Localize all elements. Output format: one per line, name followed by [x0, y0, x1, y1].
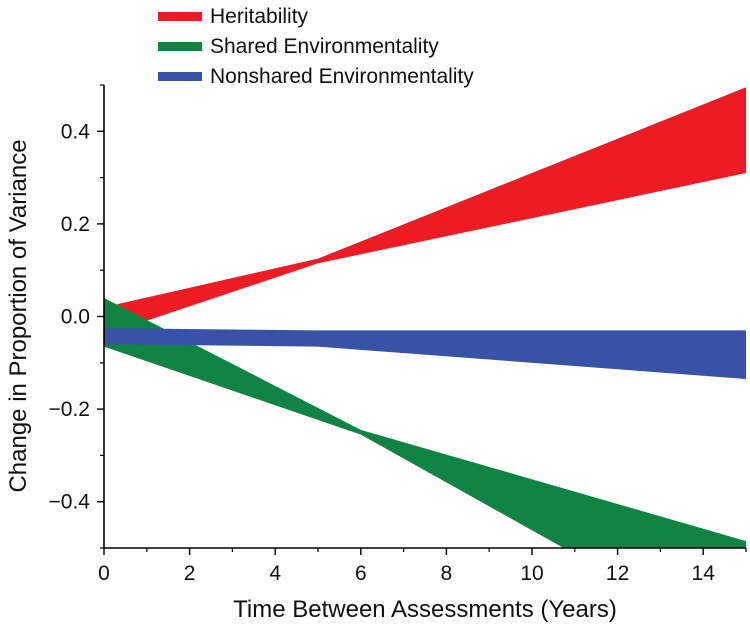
x-tick-label: 0: [98, 562, 110, 585]
series-bands: [104, 87, 746, 548]
x-tick-label: 2: [184, 562, 196, 585]
legend-swatch-heritability: [158, 12, 202, 21]
band-shared-environmentality: [104, 298, 746, 548]
y-tick-label: −0.4: [49, 491, 91, 514]
axes: 0 2 4 6 8 10 12 14 −0.4 −0.2 0.0 0.2 0.4: [49, 84, 747, 585]
x-axis-label: Time Between Assessments (Years): [233, 596, 617, 623]
y-axis-label: Change in Proportion of Variance: [5, 139, 32, 492]
legend-label-nonshared-environmentality: Nonshared Environmentality: [210, 65, 474, 88]
band-nonshared-environmentality: [104, 328, 746, 379]
y-tick-label: −0.2: [49, 398, 90, 421]
y-tick-label: 0.4: [61, 120, 91, 143]
legend: Heritability Shared Environmentality Nonsh…: [158, 5, 474, 88]
legend-swatch-nonshared-environmentality: [158, 72, 202, 81]
legend-swatch-shared-environmentality: [158, 42, 202, 51]
y-tick-label: 0.2: [61, 213, 90, 236]
x-tick-label: 6: [355, 562, 367, 585]
x-tick-label: 12: [606, 562, 629, 585]
x-tick-label: 4: [269, 562, 281, 585]
legend-label-heritability: Heritability: [210, 5, 309, 28]
band-heritability: [104, 87, 746, 335]
x-tick-label: 14: [692, 562, 716, 585]
x-tick-label: 8: [441, 562, 453, 585]
y-tick-label: 0.0: [61, 306, 90, 329]
x-tick-label: 10: [520, 562, 543, 585]
legend-label-shared-environmentality: Shared Environmentality: [210, 35, 439, 58]
